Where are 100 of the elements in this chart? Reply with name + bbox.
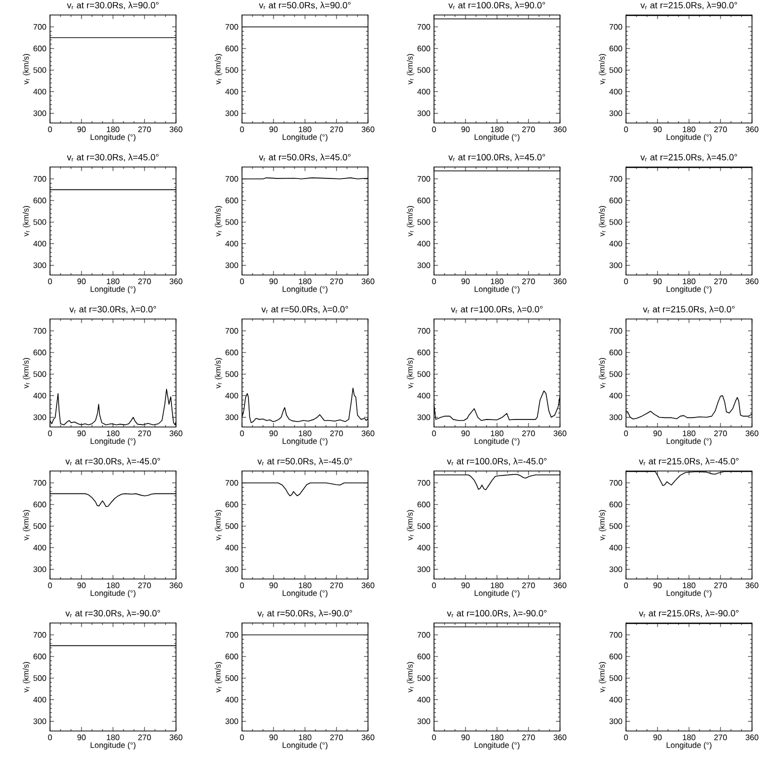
y-tick-label: 400 (225, 392, 238, 399)
x-tick-label: 180 (490, 126, 504, 132)
chart-title: v$_{r}$ at r=215.0Rs, λ=-90.0° (638, 610, 739, 618)
y-tick-label: 500 (225, 675, 238, 681)
y-tick-label: 600 (418, 198, 430, 204)
y-tick-label: 500 (417, 67, 430, 73)
x-tick-label: 360 (362, 734, 374, 740)
y-axis-title: v$_{r}$ (km/s) (214, 662, 222, 692)
y-tick-label: 700 (418, 176, 430, 182)
y-tick-label: 300 (33, 718, 46, 724)
y-tick-label: 500 (609, 523, 622, 529)
y-tick-label: 700 (610, 176, 622, 182)
chart-title: v$_{r}$ at r=100.0Rs, λ=90.0° (448, 2, 546, 10)
chart-title: v$_{r}$ at r=50.0Rs, λ=-45.0° (257, 458, 352, 466)
y-tick-label: 500 (33, 219, 46, 225)
x-tick-label: 180 (490, 278, 504, 284)
y-axis-title: v$_{r}$ (km/s) (406, 54, 414, 84)
chart-title: v$_{r}$ at r=100.0Rs, λ=0.0° (450, 306, 543, 314)
x-tick-label: 360 (554, 278, 566, 284)
x-tick-label: 180 (682, 278, 696, 284)
y-tick-label: 600 (226, 350, 238, 356)
x-tick-label: 270 (330, 582, 343, 588)
x-tick-label: 180 (298, 278, 312, 284)
x-tick-label: 180 (106, 430, 120, 436)
x-tick-label: 90 (269, 582, 278, 588)
x-tick-label: 270 (138, 278, 151, 284)
x-tick-label: 360 (746, 126, 758, 132)
x-tick-label: 360 (746, 582, 758, 588)
x-tick-label: 180 (106, 734, 120, 740)
x-tick-label: 270 (714, 126, 727, 132)
y-tick-label: 400 (417, 392, 430, 399)
y-tick-label: 400 (417, 544, 430, 551)
y-axis-title: v$_{r}$ (km/s) (22, 662, 30, 692)
y-tick-label: 700 (34, 632, 46, 638)
x-tick-label: 360 (170, 582, 182, 588)
x-axis-title: Longitude (°) (90, 742, 136, 750)
chart-title: v$_{r}$ at r=215.0Rs, λ=0.0° (642, 306, 735, 314)
x-axis-title: Longitude (°) (474, 742, 520, 750)
x-tick-label: 270 (714, 582, 727, 588)
x-tick-label: 0 (240, 582, 244, 588)
y-axis-title: v$_{r}$ (km/s) (214, 510, 222, 540)
y-tick-label: 700 (34, 480, 46, 486)
y-tick-label: 600 (610, 198, 622, 204)
y-tick-label: 300 (225, 566, 238, 572)
y-tick-label: 300 (33, 566, 46, 572)
x-tick-label: 180 (298, 126, 312, 132)
y-tick-label: 400 (225, 88, 238, 95)
x-axis-title: Longitude (°) (282, 590, 328, 598)
y-axis-title: v$_{r}$ (km/s) (598, 206, 606, 236)
x-tick-label: 360 (362, 430, 374, 436)
y-tick-label: 700 (418, 328, 430, 334)
y-axis-title: v$_{r}$ (km/s) (406, 358, 414, 388)
x-tick-label: 360 (362, 582, 374, 588)
chart-title: v$_{r}$ at r=215.0Rs, λ=90.0° (640, 2, 738, 10)
x-tick-label: 270 (522, 126, 535, 132)
y-tick-label: 300 (417, 414, 430, 420)
x-tick-label: 0 (240, 430, 244, 436)
chart-title: v$_{r}$ at r=215.0Rs, λ=45.0° (640, 154, 738, 162)
x-axis-title: Longitude (°) (666, 438, 712, 446)
chart-title: v$_{r}$ at r=30.0Rs, λ=90.0° (66, 2, 159, 10)
chart-title: v$_{r}$ at r=30.0Rs, λ=0.0° (69, 306, 156, 314)
chart-title: v$_{r}$ at r=100.0Rs, λ=45.0° (448, 154, 546, 162)
y-tick-label: 700 (610, 24, 622, 30)
x-tick-label: 360 (746, 278, 758, 284)
x-tick-label: 180 (298, 430, 312, 436)
chart-title: v$_{r}$ at r=50.0Rs, λ=90.0° (258, 2, 351, 10)
chart-title: v$_{r}$ at r=30.0Rs, λ=-45.0° (65, 458, 160, 466)
y-tick-label: 700 (610, 480, 622, 486)
x-tick-label: 0 (432, 126, 436, 132)
x-tick-label: 270 (714, 430, 727, 436)
x-tick-label: 180 (490, 430, 504, 436)
chart-title: v$_{r}$ at r=100.0Rs, λ=-45.0° (446, 458, 547, 466)
x-tick-label: 90 (461, 734, 470, 740)
x-tick-label: 90 (461, 582, 470, 588)
x-tick-label: 180 (106, 582, 120, 588)
y-tick-label: 500 (33, 371, 46, 377)
y-tick-label: 500 (33, 67, 46, 73)
x-axis-title: Longitude (°) (666, 286, 712, 294)
x-tick-label: 180 (682, 582, 696, 588)
y-tick-label: 400 (417, 240, 430, 247)
y-tick-label: 500 (225, 219, 238, 225)
y-tick-label: 600 (610, 502, 622, 508)
x-tick-label: 90 (653, 278, 662, 284)
x-tick-label: 360 (362, 278, 374, 284)
x-tick-label: 270 (138, 126, 151, 132)
x-tick-label: 0 (48, 126, 52, 132)
chart-title: v$_{r}$ at r=100.0Rs, λ=-90.0° (446, 610, 547, 618)
y-tick-label: 400 (225, 544, 238, 551)
x-tick-label: 360 (746, 430, 758, 436)
x-tick-label: 270 (522, 734, 535, 740)
y-tick-label: 500 (417, 523, 430, 529)
x-tick-label: 360 (170, 734, 182, 740)
x-tick-label: 90 (461, 430, 470, 436)
x-tick-label: 0 (624, 430, 628, 436)
y-tick-label: 300 (225, 110, 238, 116)
y-tick-label: 300 (609, 566, 622, 572)
y-tick-label: 600 (226, 198, 238, 204)
y-tick-label: 600 (610, 654, 622, 660)
y-tick-label: 400 (33, 392, 46, 399)
x-tick-label: 90 (269, 734, 278, 740)
